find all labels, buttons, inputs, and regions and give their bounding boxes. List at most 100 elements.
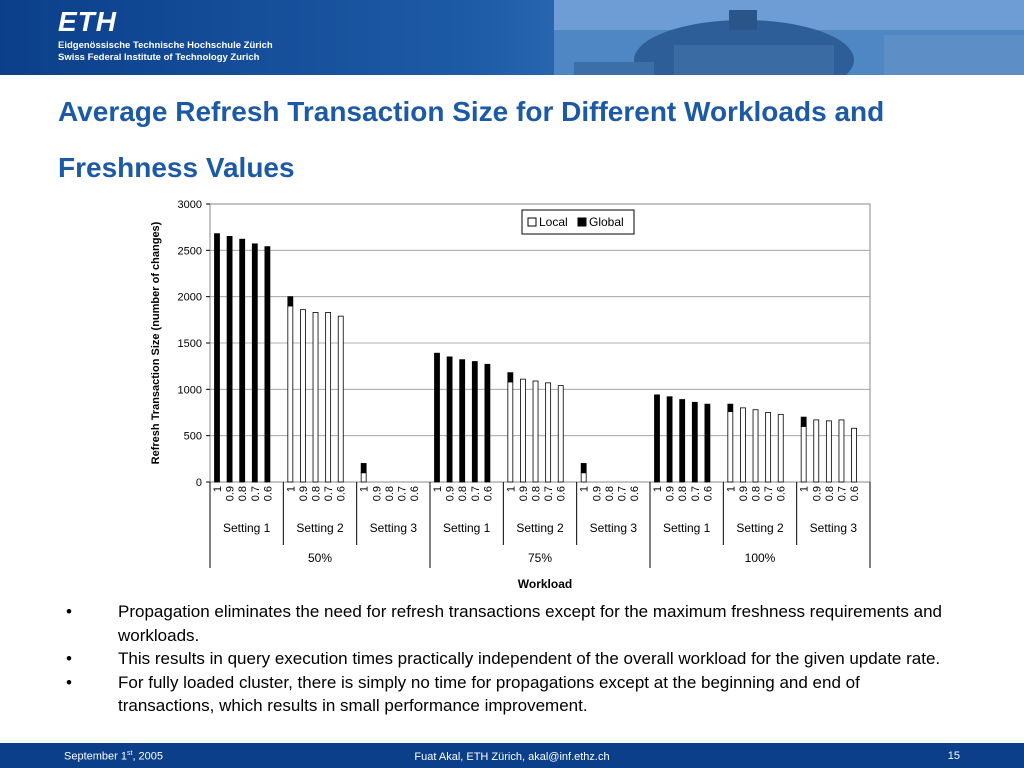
x-tick-label: 0.7 <box>543 486 555 501</box>
bar-local <box>740 407 746 483</box>
x-tick-label: 0.9 <box>811 486 823 501</box>
x-tick-label: 1 <box>212 486 224 492</box>
x-tick-label: 0.7 <box>470 486 482 501</box>
bar-local <box>520 378 526 483</box>
x-tick-label: 0.7 <box>836 486 848 501</box>
setting-label: Setting 1 <box>663 521 711 535</box>
bar-global <box>484 363 491 483</box>
footer-bar: September 1st, 2005 Fuat Akal, ETH Züric… <box>0 743 1024 768</box>
x-tick-label: 0.7 <box>763 486 775 501</box>
x-tick-label: 1 <box>432 486 444 492</box>
bar-local <box>727 411 734 483</box>
bar-local <box>312 312 319 483</box>
bar-local <box>851 427 857 483</box>
bullet-item: • This results in query execution times p… <box>66 647 946 671</box>
x-tick-label: 0.9 <box>738 486 750 501</box>
x-tick-label: 0.8 <box>677 486 689 501</box>
setting-label: Setting 1 <box>443 521 491 535</box>
bar-global <box>264 246 271 483</box>
bar-local <box>557 385 564 483</box>
bar-local <box>825 420 832 483</box>
bar-local <box>580 472 587 483</box>
bar-global <box>446 356 453 483</box>
x-tick-label: 0.7 <box>396 486 408 501</box>
bar-global <box>727 403 734 412</box>
x-tick-label: 1 <box>359 486 371 492</box>
setting-label: Setting 2 <box>516 521 564 535</box>
bar-global <box>507 372 514 383</box>
footer-date: September 1st, 2005 <box>64 750 164 763</box>
x-tick-label: 1 <box>799 486 811 492</box>
x-tick-label: 0.8 <box>824 486 836 501</box>
x-tick-label: 0.7 <box>616 486 628 501</box>
bullet-text: For fully loaded cluster, there is simpl… <box>118 672 860 716</box>
bar-local <box>813 419 820 483</box>
bar-local <box>800 425 807 483</box>
bar-global <box>360 463 367 474</box>
x-tick-label: 0.9 <box>225 486 237 501</box>
x-tick-label: 0.6 <box>629 486 641 501</box>
setting-label: Setting 3 <box>590 521 638 535</box>
x-tick-label: 0.7 <box>690 486 702 501</box>
setting-label: Setting 3 <box>810 521 858 535</box>
bar-local <box>838 419 845 483</box>
x-tick-label: 1 <box>505 486 517 492</box>
bar-global <box>704 403 711 483</box>
x-tick-label: 0.6 <box>336 486 348 501</box>
bar-local <box>777 413 784 483</box>
y-tick-label: 3000 <box>178 199 202 211</box>
x-tick-label: 0.9 <box>371 486 383 501</box>
x-tick-label: 0.6 <box>262 486 274 501</box>
x-tick-label: 0.8 <box>237 486 249 501</box>
bar-global <box>459 359 466 483</box>
bar-local <box>532 380 539 483</box>
legend-swatch-local <box>527 217 537 227</box>
x-tick-label: 0.8 <box>604 486 616 501</box>
bullet-list: • Propagation eliminates the need for ref… <box>66 600 946 718</box>
x-tick-label: 0.8 <box>751 486 763 501</box>
bar-local <box>765 412 772 483</box>
x-tick-label: 1 <box>579 486 591 492</box>
x-axis-label: Workload <box>518 577 572 591</box>
x-tick-label: 1 <box>652 486 664 492</box>
bar-global <box>691 401 698 483</box>
x-tick-label: 0.9 <box>665 486 677 501</box>
x-tick-label: 0.9 <box>591 486 603 501</box>
institution-name-german: Eidgenössische Technische Hochschule Zür… <box>58 40 273 51</box>
bar-local <box>287 305 294 483</box>
x-tick-label: 0.8 <box>311 486 323 501</box>
bullet-text: This results in query execution times pr… <box>118 649 941 668</box>
bullet-dot-icon: • <box>66 672 72 692</box>
x-tick-label: 1 <box>285 486 297 492</box>
bar-local <box>337 315 344 483</box>
footer-author: Fuat Akal, ETH Zürich, akal@inf.ethz.ch <box>414 751 610 763</box>
bar-global <box>666 396 673 483</box>
legend-label-global: Global <box>589 215 624 229</box>
y-tick-label: 2500 <box>178 245 202 257</box>
bullet-dot-icon: • <box>66 602 72 621</box>
bullet-item: • Propagation eliminates the need for ref… <box>66 600 946 647</box>
y-tick-label: 2000 <box>178 292 202 304</box>
x-tick-label: 0.9 <box>445 486 457 501</box>
bullet-text: Propagation eliminates the need for refr… <box>118 602 942 645</box>
bar-global <box>287 296 294 307</box>
bar-global <box>654 394 660 483</box>
page-number: 15 <box>947 750 960 762</box>
building-photo <box>554 0 1024 75</box>
y-tick-label: 1500 <box>178 338 202 350</box>
workload-label: 75% <box>528 551 552 565</box>
slide-title: Average Refresh Transaction Size for Dif… <box>58 96 885 183</box>
x-tick-label: 0.7 <box>250 486 262 501</box>
x-tick-label: 0.8 <box>457 486 469 501</box>
bullet-item: • For fully loaded cluster, there is simp… <box>66 671 946 718</box>
y-axis-label: Refresh Transaction Size (number of chan… <box>150 221 162 464</box>
bar-global <box>214 233 220 483</box>
bar-chart: 0 500 1000 1500 2000 2500 3000 Refresh Transact… <box>150 199 871 591</box>
bar-local <box>545 382 552 483</box>
bullet-dot-icon: • <box>66 649 72 668</box>
x-tick-label: 0.6 <box>409 486 421 501</box>
setting-label: Setting 2 <box>296 521 344 535</box>
x-tick-label: 0.7 <box>323 486 335 501</box>
bar-global <box>580 463 587 474</box>
y-tick-label: 500 <box>184 431 202 443</box>
